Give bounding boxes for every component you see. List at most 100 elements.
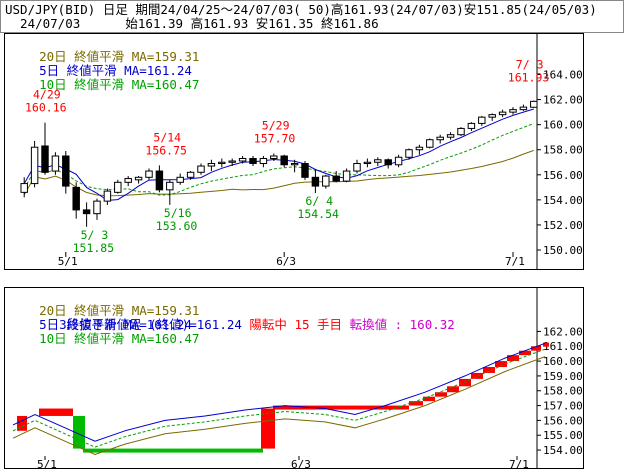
x-tick-label: 7/1 (505, 255, 525, 268)
annotation-value: 151.85 (73, 241, 115, 255)
candle-body (509, 109, 517, 113)
candlestick-panel[interactable]: 150.00 152.00 154.00 156.00 158.00 160.00 162.… (4, 33, 584, 270)
new-price-brick (519, 350, 531, 356)
bottom-ma5-line (12, 342, 546, 442)
candle-body (93, 200, 101, 215)
new-price-brick (273, 405, 409, 410)
candle-body (259, 158, 268, 165)
new-price-brick (543, 342, 549, 347)
candle-body (270, 155, 278, 160)
candle-body (436, 136, 444, 141)
y-tick-label: 150.00 (543, 244, 583, 257)
candle-body (457, 127, 465, 136)
y-tick-label: 157.00 (543, 400, 583, 413)
candle-body (114, 181, 122, 193)
x-tick-label: 6/3 (291, 458, 311, 468)
y-tick-label: 160.00 (543, 355, 583, 368)
candle-body (530, 100, 538, 108)
chart-header: USD/JPY(BID) 日足 期間24/04/25～24/07/03( 50)… (0, 0, 624, 33)
x-tick-label: 5/1 (58, 255, 78, 268)
candle-body (228, 160, 236, 163)
y-tick-label: 154.00 (543, 444, 583, 457)
candle-body (384, 159, 392, 166)
annotation-value: 160.16 (25, 101, 67, 115)
new-price-brick (483, 367, 495, 373)
x-tick-label: 7/1 (509, 458, 529, 468)
candle-body (41, 145, 49, 173)
new-price-panel[interactable]: 154.00 155.00 156.00 157.00 158.00 159.00 160.… (4, 287, 584, 471)
new-price-brick (83, 448, 263, 453)
ma10-line (23, 123, 534, 196)
annotation-date: 5/14 (153, 130, 181, 144)
ma10-legend: 10日 終値平滑 MA=160.47 (39, 77, 200, 92)
ma5-legend: 5日 終値平滑 MA=161.24 (39, 63, 192, 78)
y-tick-label: 156.00 (543, 414, 583, 427)
candle-body (498, 111, 507, 116)
candle-body (301, 163, 309, 178)
y-tick-label: 156.00 (543, 169, 583, 182)
candle-body (405, 149, 413, 158)
candle-body (478, 116, 486, 124)
annotation-value: 154.54 (297, 207, 339, 221)
candle-body (363, 161, 372, 165)
y-tick-label: 154.00 (543, 194, 583, 207)
candle-body (145, 170, 153, 178)
candle-body (155, 170, 164, 191)
new-price-brick (507, 355, 519, 362)
annotation-date: 5/29 (262, 118, 290, 132)
candlestick-chart: 150.00 152.00 154.00 156.00 158.00 160.00 162.… (20, 34, 583, 269)
y-tick-label: 155.00 (543, 429, 583, 442)
candle-body (72, 186, 80, 211)
candle-body (218, 161, 226, 165)
candle-body (322, 175, 330, 187)
candle-body (51, 155, 60, 172)
y-tick-label: 161.00 (543, 340, 583, 353)
header-line2: 24/07/03 始161.39 高161.93 安161.35 終161.86 (5, 16, 379, 31)
annotation-date: 4/29 (33, 88, 61, 102)
new-price-brick (435, 392, 447, 397)
y-tick-label: 158.00 (543, 385, 583, 398)
candle-body (238, 158, 247, 162)
new-price-brick (423, 396, 435, 402)
annotation-date: 5/ 3 (81, 228, 109, 242)
candle-body (446, 134, 455, 138)
status-prefix: 3段抜き新値足 (終値)=161.24 (59, 317, 250, 332)
candle-body (488, 114, 496, 118)
candle-body (342, 170, 351, 182)
new-price-brick (261, 408, 275, 449)
bottom-ma5-legend: 5日 終値平滑 MA=161.24 (39, 317, 192, 332)
candle-body (332, 175, 340, 182)
candle-body (207, 163, 216, 167)
annotation-date: 5/16 (164, 206, 192, 220)
candle-body (176, 176, 184, 183)
header-line1: USD/JPY(BID) 日足 期間24/04/25～24/07/03( 50)… (5, 2, 597, 17)
candle-body (20, 183, 28, 193)
candle-body (30, 146, 39, 185)
new-price-brick (39, 408, 73, 416)
x-tick-label: 6/3 (276, 255, 296, 268)
new-price-brick (17, 415, 27, 431)
candle-body (374, 159, 382, 163)
annotation-date: 7/ 3 (516, 57, 544, 71)
new-price-brick (73, 415, 85, 449)
candle-body (519, 106, 528, 111)
new-price-brick (471, 372, 483, 379)
annotation-value: 156.75 (145, 143, 187, 157)
candle-body (134, 176, 143, 181)
bottom-ma10-line (12, 348, 546, 448)
candle-body (124, 178, 132, 183)
new-price-brick (459, 378, 471, 387)
candle-body (62, 155, 70, 187)
candle-body (280, 155, 288, 166)
y-tick-label: 162.00 (543, 325, 583, 338)
new-price-brick (447, 386, 459, 393)
candle-body (166, 181, 174, 191)
candle-body (426, 139, 434, 148)
candle-body (415, 146, 424, 151)
y-tick-label: 160.00 (543, 119, 583, 132)
y-tick-label: 162.00 (543, 94, 583, 107)
status-count: 15 手目 (286, 317, 350, 332)
annotation-date: 6/ 4 (305, 194, 333, 208)
y-tick-label: 159.00 (543, 370, 583, 383)
candle-body (82, 209, 91, 215)
